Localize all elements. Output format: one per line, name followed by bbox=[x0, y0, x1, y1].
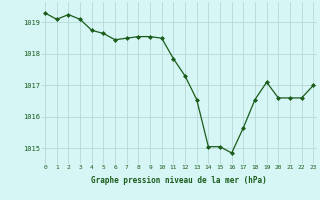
X-axis label: Graphe pression niveau de la mer (hPa): Graphe pression niveau de la mer (hPa) bbox=[91, 176, 267, 185]
